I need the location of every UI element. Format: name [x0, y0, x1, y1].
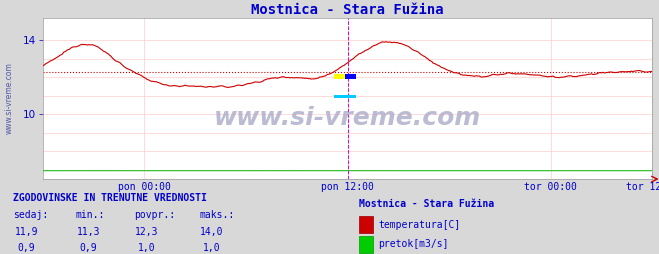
Text: www.si-vreme.com: www.si-vreme.com — [214, 106, 481, 130]
Text: maks.:: maks.: — [199, 210, 235, 220]
Text: 0,9: 0,9 — [79, 243, 97, 253]
Text: tor 00:00: tor 00:00 — [525, 182, 577, 192]
Bar — [334, 74, 345, 79]
Text: ZGODOVINSKE IN TRENUTNE VREDNOSTI: ZGODOVINSKE IN TRENUTNE VREDNOSTI — [13, 194, 207, 203]
Bar — [359, 216, 373, 233]
Text: 1,0: 1,0 — [203, 243, 221, 253]
Text: min.:: min.: — [75, 210, 105, 220]
Text: 11,3: 11,3 — [76, 227, 100, 237]
Text: sedaj:: sedaj: — [13, 210, 48, 220]
Text: 11,9: 11,9 — [14, 227, 38, 237]
Text: tor 12:00: tor 12:00 — [626, 182, 659, 192]
Title: Mostnica - Stara Fužina: Mostnica - Stara Fužina — [251, 3, 444, 17]
Bar — [359, 236, 373, 253]
Bar — [345, 74, 356, 79]
Text: pon 00:00: pon 00:00 — [118, 182, 171, 192]
Text: pretok[m3/s]: pretok[m3/s] — [378, 240, 449, 249]
Text: www.si-vreme.com: www.si-vreme.com — [5, 62, 14, 134]
Text: Mostnica - Stara Fužina: Mostnica - Stara Fužina — [359, 199, 494, 210]
Text: 12,3: 12,3 — [135, 227, 159, 237]
Text: 14,0: 14,0 — [200, 227, 224, 237]
Text: temperatura[C]: temperatura[C] — [378, 220, 461, 230]
Bar — [334, 95, 356, 99]
Text: 0,9: 0,9 — [17, 243, 35, 253]
Text: pon 12:00: pon 12:00 — [321, 182, 374, 192]
Text: 1,0: 1,0 — [138, 243, 156, 253]
Text: povpr.:: povpr.: — [134, 210, 175, 220]
